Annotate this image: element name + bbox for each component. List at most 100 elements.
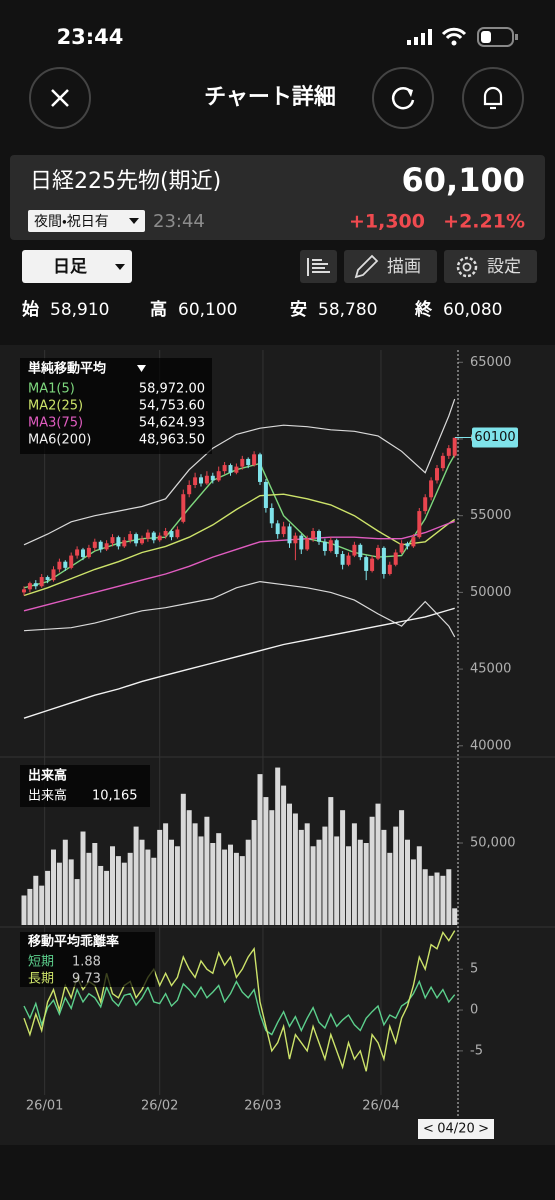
- y-tick-label: 55000: [470, 508, 511, 523]
- alert-button[interactable]: [462, 67, 524, 129]
- volume-bar: [281, 785, 287, 925]
- ohlc-label: 始: [22, 299, 39, 320]
- candle-body: [246, 458, 251, 466]
- bell-icon[interactable]: [483, 86, 503, 106]
- candle-body: [322, 541, 327, 551]
- candle-body: [57, 561, 62, 570]
- volume-bar: [381, 829, 387, 925]
- indicator-icon[interactable]: [307, 258, 330, 276]
- candle-body: [281, 526, 286, 535]
- candle-body: [151, 532, 156, 541]
- period-select-bg[interactable]: [22, 250, 132, 283]
- period-label[interactable]: 日足: [53, 257, 87, 277]
- ohlc-label: 終: [414, 299, 433, 320]
- volume-bar: [68, 859, 74, 925]
- legend-value: 54,624.93: [139, 416, 205, 431]
- volume-bar: [428, 875, 434, 925]
- signal-bar: [407, 40, 411, 45]
- candle-body: [104, 543, 109, 550]
- candle-body: [145, 532, 150, 539]
- volume-bar: [174, 846, 180, 925]
- battery-tip: [515, 34, 518, 40]
- candle-body: [222, 465, 227, 472]
- ohlc-value: 58,910: [50, 300, 109, 320]
- volume-bar: [186, 810, 192, 925]
- plot: [21, 398, 458, 1072]
- moving-average-line: [23, 493, 456, 597]
- y-tick-label: 50,000: [470, 836, 516, 851]
- alert-circle[interactable]: [462, 67, 524, 129]
- ohlc-value: 58,780: [318, 300, 377, 320]
- legend-name: 長期: [28, 972, 54, 987]
- volume-bar: [287, 803, 292, 925]
- volume-legend-title: 出来高: [28, 768, 67, 784]
- close-icon[interactable]: [51, 89, 69, 107]
- candle-body: [340, 554, 345, 565]
- volume-bar: [151, 857, 157, 925]
- y-tick-label: 45000: [470, 662, 511, 677]
- volume-bar: [387, 852, 393, 925]
- draw-button[interactable]: 描画: [344, 250, 437, 283]
- session-badge[interactable]: 夜間・祝日有: [28, 210, 145, 232]
- candle-body: [399, 543, 404, 553]
- bollinger-band: [23, 580, 456, 638]
- volume-bar: [33, 875, 39, 925]
- candle-body: [334, 540, 339, 555]
- candle-body: [234, 466, 239, 473]
- grid: [0, 350, 555, 1095]
- legend-value: 48,963.50: [139, 433, 205, 448]
- pencil-icon[interactable]: [354, 254, 379, 279]
- volume-bar: [216, 833, 222, 925]
- draw-button-bg[interactable]: [344, 250, 437, 283]
- deviation-line: [23, 930, 456, 1072]
- volume-bar: [157, 829, 163, 925]
- volume-bar: [298, 829, 304, 925]
- session-badge-bg[interactable]: [28, 210, 145, 232]
- volume-bar: [127, 852, 133, 925]
- candle-body: [405, 543, 410, 547]
- volume-bar: [180, 793, 186, 925]
- volume-bar: [239, 856, 245, 925]
- candle-body: [81, 549, 85, 558]
- volume-bar: [92, 843, 98, 925]
- session-caret[interactable]: [129, 218, 139, 224]
- candle-body: [263, 481, 268, 509]
- volume-bar: [275, 767, 281, 925]
- overlay: 単純移動平均 出来高 出来高 10,165 移動平均乖離率 40000 45000…: [20, 350, 518, 1139]
- last-price-label: 60100: [474, 430, 515, 445]
- x-tick-label: 26/04: [362, 1099, 399, 1114]
- volume-bar: [74, 879, 80, 925]
- refresh-arrow[interactable]: [406, 88, 413, 97]
- draw-label[interactable]: 描画: [387, 257, 421, 277]
- refresh-button[interactable]: [372, 67, 434, 129]
- candle-body: [210, 475, 215, 481]
- deviation-legend-title: 移動平均乖離率: [28, 934, 119, 950]
- y-tick-label: -5: [470, 1043, 483, 1058]
- indicator-button[interactable]: [300, 250, 337, 283]
- indicator-button-bg[interactable]: [300, 250, 337, 283]
- settings-button[interactable]: 設定: [444, 250, 537, 283]
- volume-bar: [27, 888, 33, 925]
- settings-label[interactable]: 設定: [487, 257, 521, 277]
- candle-body: [269, 508, 274, 524]
- candle-body: [33, 583, 38, 587]
- volume-bar: [110, 846, 115, 925]
- period-select[interactable]: 日足: [22, 250, 132, 283]
- refresh-icon[interactable]: [391, 87, 415, 110]
- session-label[interactable]: 夜間・祝日有: [34, 214, 109, 230]
- close-button[interactable]: [29, 67, 91, 129]
- price-legend-title: 単純移動平均: [28, 361, 106, 377]
- deviation-legend-bg: [20, 932, 155, 987]
- refresh-circle[interactable]: [372, 67, 434, 129]
- candle-body: [27, 583, 32, 590]
- gear-icon[interactable]: [456, 256, 478, 278]
- legend-caret[interactable]: [137, 365, 146, 372]
- volume-bar: [62, 839, 68, 925]
- period-caret[interactable]: [115, 264, 125, 270]
- y-tick-label: 50000: [470, 585, 511, 600]
- gear-hub[interactable]: [462, 262, 472, 272]
- cursor-arrow: <: [423, 1122, 434, 1137]
- candle-body: [116, 537, 121, 547]
- close-circle[interactable]: [29, 67, 91, 129]
